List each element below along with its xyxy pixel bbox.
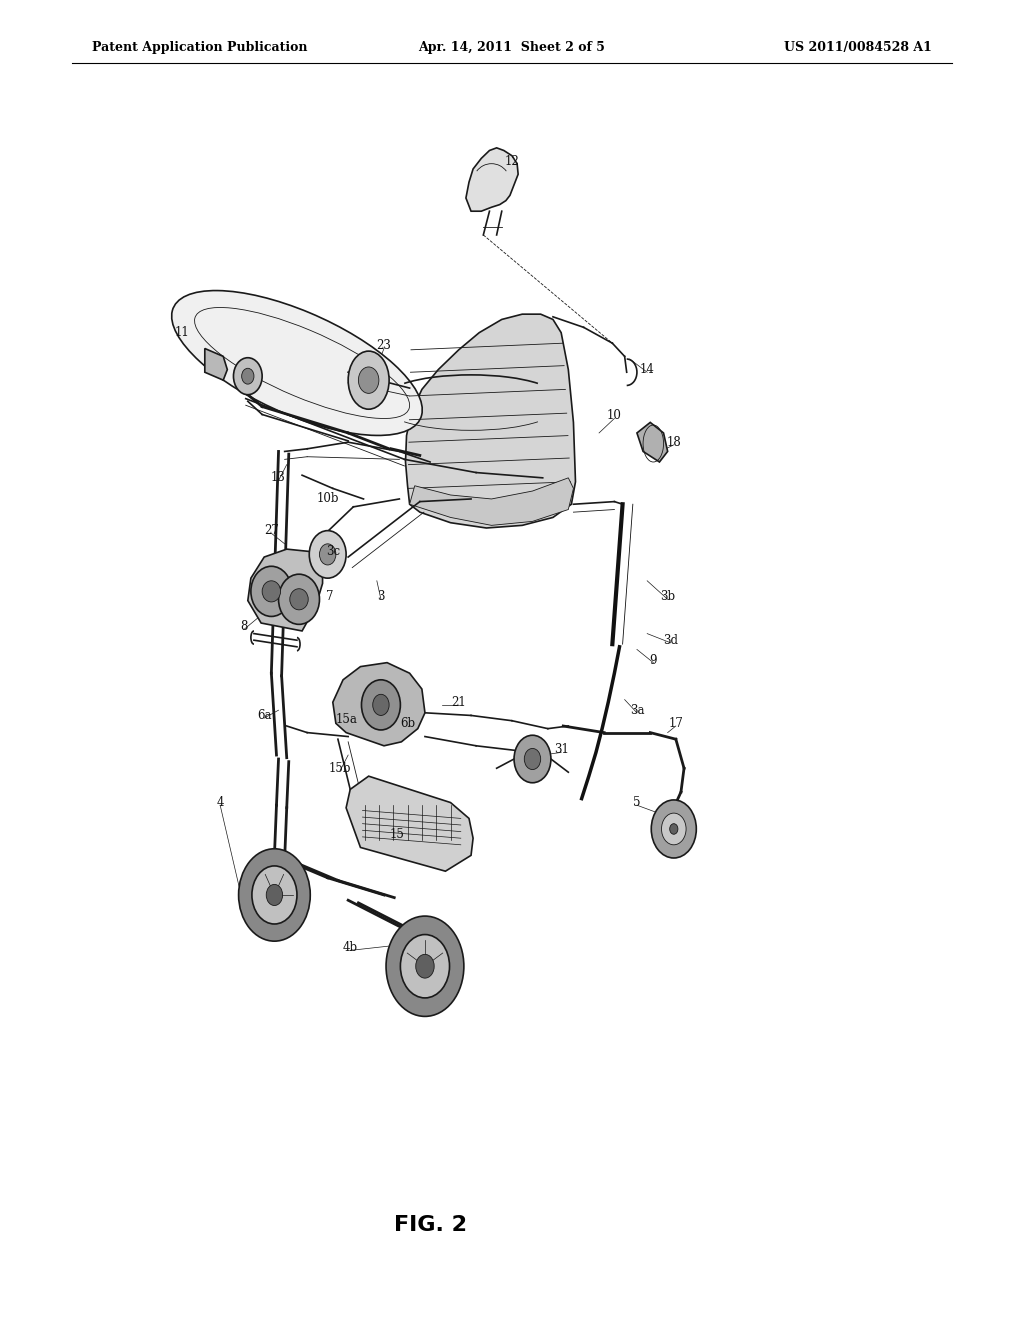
Text: 9: 9 (649, 653, 657, 667)
Ellipse shape (290, 589, 308, 610)
Ellipse shape (386, 916, 464, 1016)
Text: 8: 8 (240, 620, 248, 634)
Text: 6b: 6b (400, 717, 415, 730)
Text: 10: 10 (607, 409, 622, 422)
Text: US 2011/0084528 A1: US 2011/0084528 A1 (784, 41, 932, 54)
Polygon shape (466, 148, 518, 211)
Text: 3a: 3a (630, 704, 644, 717)
Text: 21: 21 (452, 696, 466, 709)
Ellipse shape (172, 290, 422, 436)
Text: 13: 13 (271, 471, 286, 484)
Ellipse shape (358, 367, 379, 393)
Polygon shape (637, 422, 668, 462)
Ellipse shape (670, 824, 678, 834)
Polygon shape (410, 478, 573, 525)
Polygon shape (205, 348, 227, 380)
Ellipse shape (279, 574, 319, 624)
Text: Patent Application Publication: Patent Application Publication (92, 41, 307, 54)
Text: 3b: 3b (660, 590, 675, 603)
Text: Apr. 14, 2011  Sheet 2 of 5: Apr. 14, 2011 Sheet 2 of 5 (419, 41, 605, 54)
Ellipse shape (242, 368, 254, 384)
Polygon shape (333, 663, 425, 746)
Ellipse shape (262, 581, 281, 602)
Ellipse shape (309, 531, 346, 578)
Text: 3: 3 (377, 590, 385, 603)
Text: 11: 11 (175, 326, 189, 339)
Ellipse shape (361, 680, 400, 730)
Ellipse shape (319, 544, 336, 565)
Text: 7: 7 (326, 590, 334, 603)
Ellipse shape (373, 694, 389, 715)
Ellipse shape (416, 954, 434, 978)
Text: 15b: 15b (329, 762, 351, 775)
Ellipse shape (266, 884, 283, 906)
Text: FIG. 2: FIG. 2 (393, 1214, 467, 1236)
Ellipse shape (400, 935, 450, 998)
Ellipse shape (348, 351, 389, 409)
Ellipse shape (651, 800, 696, 858)
Text: 3d: 3d (664, 634, 678, 647)
Polygon shape (406, 314, 575, 528)
Text: 5: 5 (633, 796, 641, 809)
Text: 31: 31 (554, 743, 568, 756)
Ellipse shape (252, 866, 297, 924)
Text: 23: 23 (377, 339, 391, 352)
Text: 6a: 6a (257, 709, 271, 722)
Text: 4: 4 (216, 796, 224, 809)
Polygon shape (346, 776, 473, 871)
Ellipse shape (662, 813, 686, 845)
Text: 18: 18 (667, 436, 681, 449)
Text: 17: 17 (669, 717, 683, 730)
Ellipse shape (251, 566, 292, 616)
Text: 3c: 3c (326, 545, 340, 558)
Ellipse shape (514, 735, 551, 783)
Ellipse shape (239, 849, 310, 941)
Polygon shape (248, 549, 323, 631)
Ellipse shape (524, 748, 541, 770)
Text: 27: 27 (264, 524, 279, 537)
Text: 15: 15 (390, 828, 404, 841)
Ellipse shape (233, 358, 262, 395)
Text: 4b: 4b (343, 941, 357, 954)
Text: 15a: 15a (335, 713, 357, 726)
Text: 12: 12 (505, 154, 519, 168)
Text: 10b: 10b (316, 492, 339, 506)
Text: 14: 14 (640, 363, 654, 376)
